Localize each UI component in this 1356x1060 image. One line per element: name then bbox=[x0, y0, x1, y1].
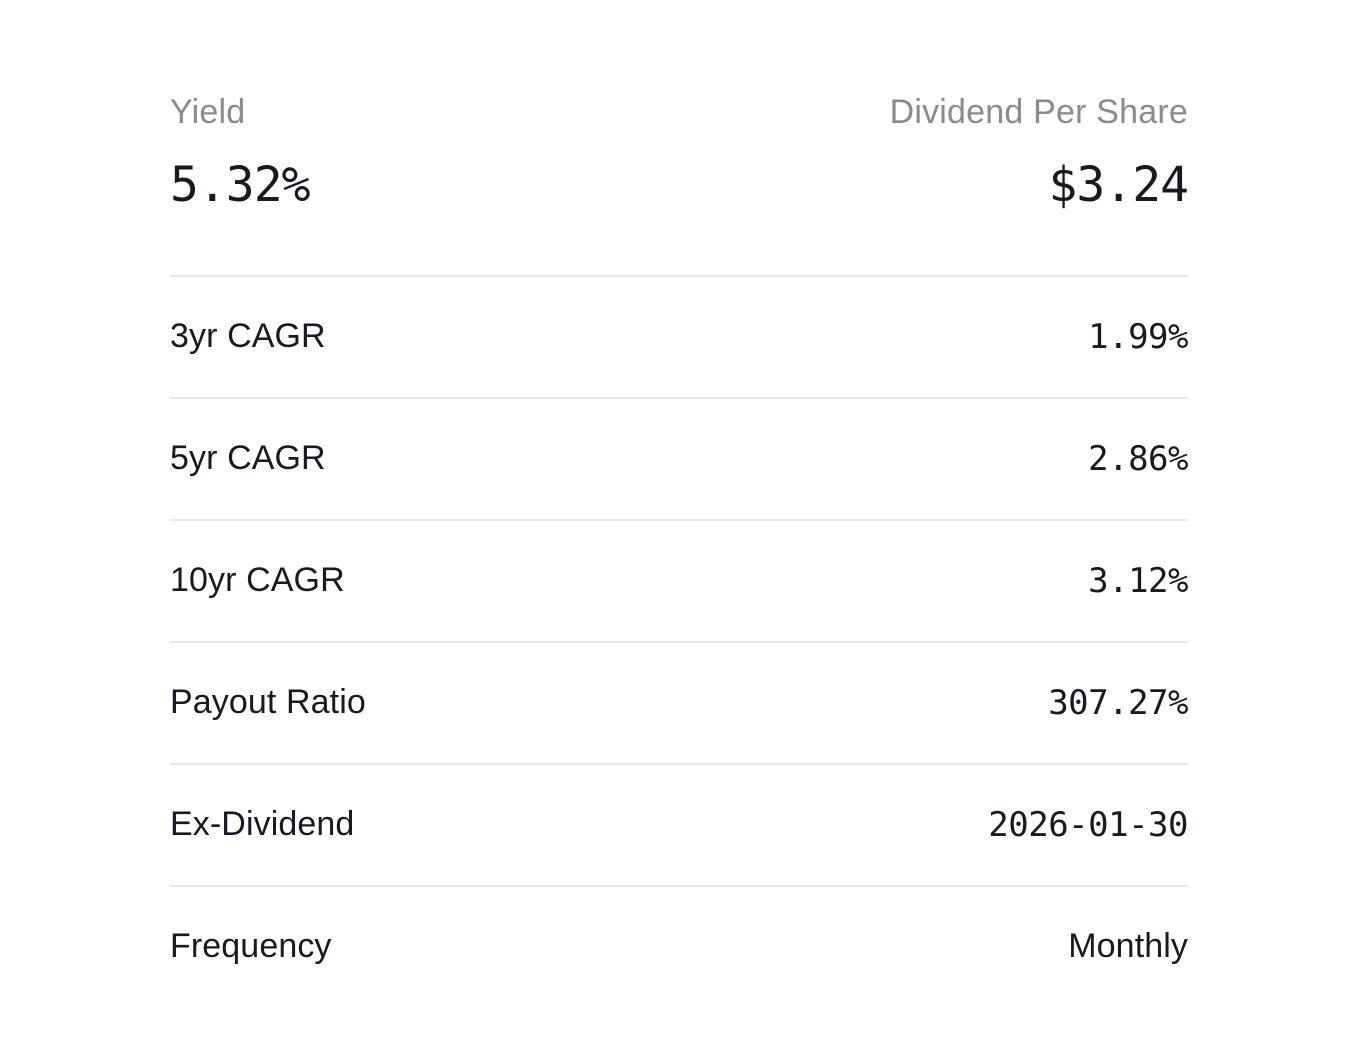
metric-row-ex-dividend: Ex-Dividend 2026-01-30 bbox=[170, 762, 1188, 885]
yield-value: 5.32% bbox=[170, 156, 310, 213]
metric-value: 307.27% bbox=[1048, 682, 1188, 723]
metric-row-5yr-cagr: 5yr CAGR 2.86% bbox=[170, 396, 1188, 519]
metric-value: Monthly bbox=[1068, 927, 1188, 966]
metric-value: 3.12% bbox=[1088, 560, 1188, 601]
metric-row-3yr-cagr: 3yr CAGR 1.99% bbox=[170, 274, 1188, 397]
metric-label: Payout Ratio bbox=[170, 683, 366, 722]
metric-value: 2026-01-30 bbox=[988, 804, 1188, 845]
dividend-per-share-column: Dividend Per Share $3.24 bbox=[889, 92, 1190, 213]
metric-row-payout-ratio: Payout Ratio 307.27% bbox=[170, 640, 1188, 763]
metrics-list: 3yr CAGR 1.99% 5yr CAGR 2.86% 10yr CAGR … bbox=[170, 274, 1188, 1007]
metric-value: 2.86% bbox=[1088, 438, 1188, 479]
metric-label: 5yr CAGR bbox=[170, 439, 326, 478]
metric-label: Frequency bbox=[170, 927, 332, 966]
yield-column: Yield 5.32% bbox=[170, 92, 310, 209]
stats-header: Yield 5.32% Dividend Per Share $3.24 bbox=[170, 92, 1190, 213]
metric-label: 10yr CAGR bbox=[170, 561, 345, 600]
yield-column-header: Yield bbox=[170, 93, 246, 131]
metric-row-frequency: Frequency Monthly bbox=[170, 884, 1188, 1007]
metric-row-10yr-cagr: 10yr CAGR 3.12% bbox=[170, 518, 1188, 641]
metric-label: 3yr CAGR bbox=[170, 317, 326, 356]
metric-value: 1.99% bbox=[1088, 316, 1188, 357]
dividend-per-share-value: $3.24 bbox=[1048, 156, 1190, 213]
metric-label: Ex-Dividend bbox=[170, 805, 355, 844]
dividend-per-share-column-header: Dividend Per Share bbox=[889, 93, 1188, 131]
